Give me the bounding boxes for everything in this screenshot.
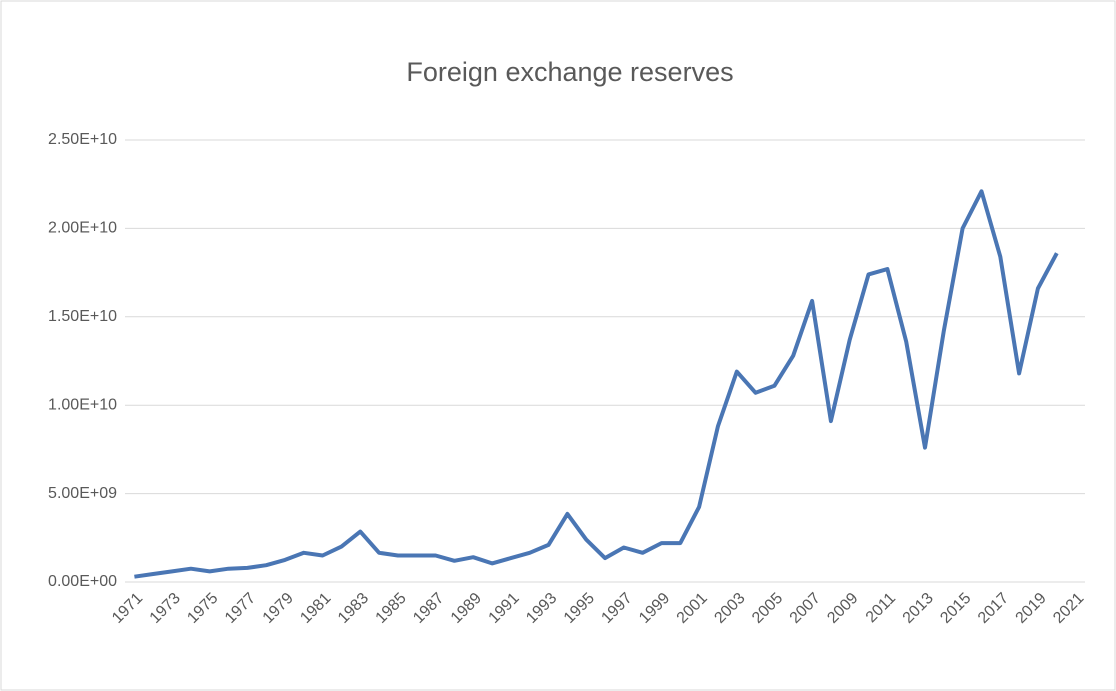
y-tick-label: 1.50E+10 — [48, 308, 117, 325]
y-tick-label: 0.00E+00 — [48, 573, 117, 590]
y-tick-label: 5.00E+09 — [48, 485, 117, 502]
data-line — [134, 189, 1059, 579]
y-tick-label: 2.00E+10 — [48, 220, 117, 237]
y-tick-label: 1.00E+10 — [48, 396, 117, 413]
chart-title: Foreign exchange reserves — [406, 57, 733, 87]
y-tick-label: 2.50E+10 — [48, 131, 117, 148]
